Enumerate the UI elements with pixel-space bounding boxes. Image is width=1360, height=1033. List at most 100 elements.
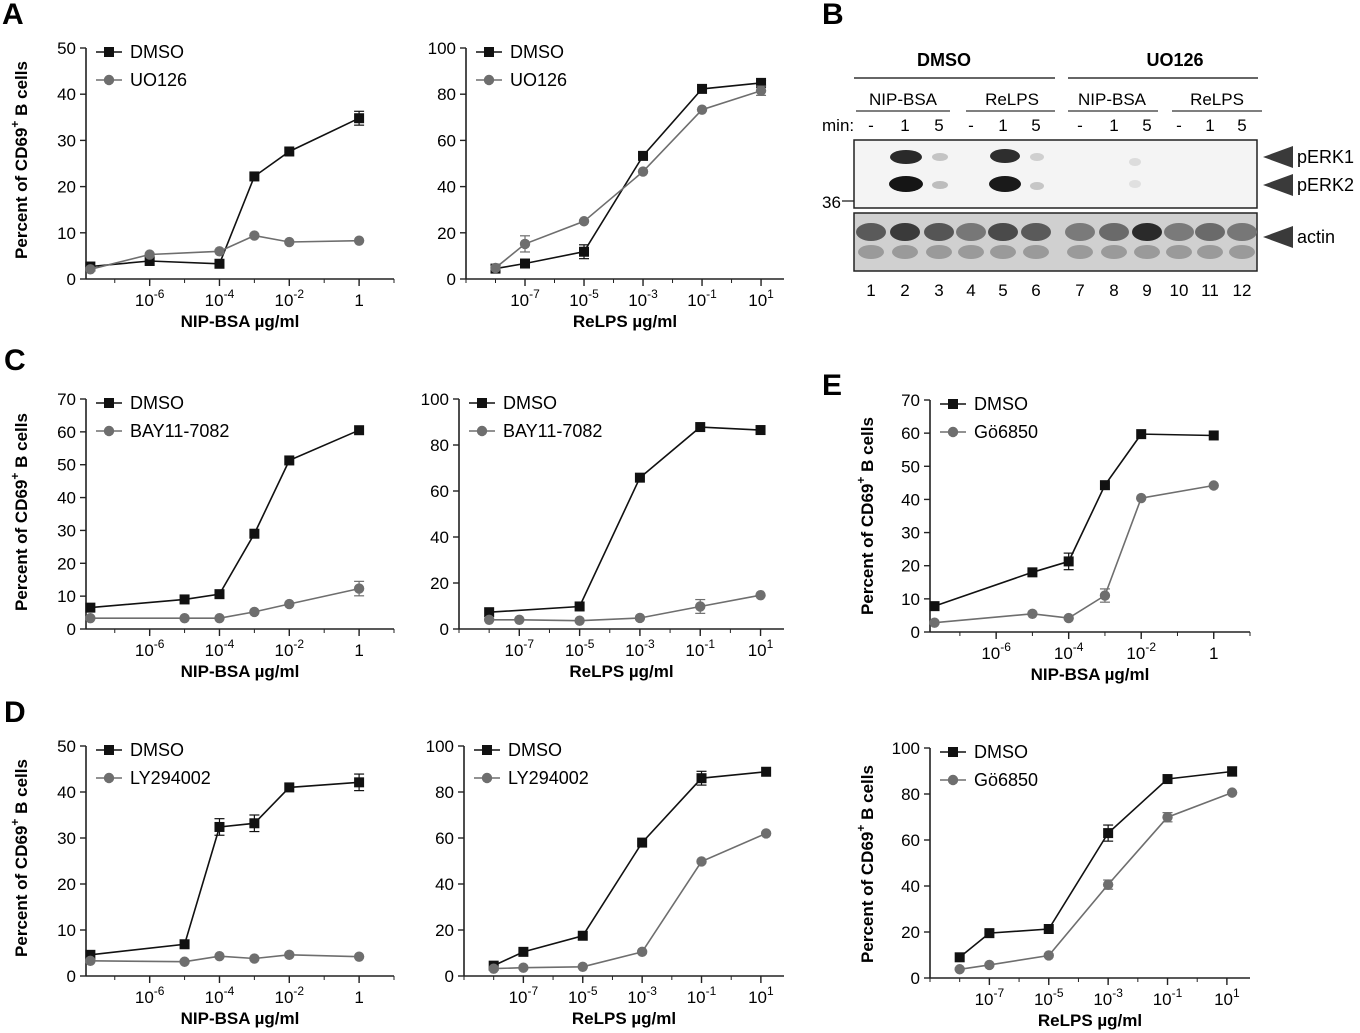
y-tick-label: 30 — [57, 521, 76, 540]
data-point — [284, 598, 295, 610]
chart-D-left: 0 10 20 30 40 50 10-6 10-4 10-2 1 NIP-BSA µg/ml Per… — [8, 737, 395, 1028]
series-line — [489, 426, 761, 613]
actin-bands — [856, 223, 1257, 259]
x-tick-label: 101 — [1214, 986, 1240, 1009]
y-tick-label: 20 — [437, 224, 456, 243]
blot-time-label: - — [868, 116, 874, 135]
data-point — [1162, 774, 1173, 785]
data-point — [755, 589, 766, 601]
data-point — [577, 930, 588, 941]
blot-min-label: min: — [822, 116, 854, 135]
legend-entry: UO126 — [96, 70, 187, 90]
blot-lane-number: 10 — [1170, 281, 1189, 300]
band-lane2-perk1 — [890, 150, 922, 164]
data-point — [1027, 608, 1038, 619]
x-tick-label: 10-3 — [625, 637, 655, 660]
data-point — [929, 601, 940, 612]
series-dmso — [929, 429, 1219, 612]
legend-marker — [484, 47, 494, 57]
data-point — [179, 612, 190, 624]
x-tick-label: 10-2 — [1126, 640, 1156, 663]
data-point — [214, 951, 225, 962]
legend-marker — [481, 772, 493, 784]
blot-lane-number: 5 — [998, 281, 1007, 300]
data-point — [697, 83, 708, 94]
x-tick-label: 1 — [354, 988, 363, 1007]
arrow-actin-icon — [1263, 226, 1293, 248]
band-lane6-perk1 — [1030, 153, 1044, 161]
y-tick-label: 100 — [426, 737, 454, 756]
blot-sub-relps-2: ReLPS — [1190, 90, 1244, 109]
data-point — [144, 255, 155, 266]
band-lane5-perk1 — [990, 149, 1020, 163]
series-inhibitor — [488, 828, 772, 974]
legend-marker — [104, 745, 114, 755]
legend-marker — [477, 398, 487, 408]
legend-marker — [104, 47, 114, 57]
blot-time-label: 1 — [1109, 116, 1118, 135]
y-tick-label: 20 — [57, 875, 76, 894]
data-point — [696, 104, 708, 115]
blot-membrane-actin — [853, 212, 1258, 272]
y-tick-label: 100 — [428, 39, 456, 58]
y-tick-label: 0 — [67, 270, 76, 289]
legend-label: Gö6850 — [974, 422, 1038, 442]
blot-lane-number: 6 — [1031, 281, 1040, 300]
panel-letter-d: D — [4, 696, 26, 729]
blot-time-label: - — [1077, 116, 1083, 135]
legend-label: DMSO — [974, 394, 1028, 414]
data-point — [1063, 612, 1074, 624]
series-line — [489, 594, 761, 622]
data-point — [518, 962, 529, 973]
data-point — [695, 422, 706, 433]
data-point — [484, 607, 495, 618]
data-point — [284, 782, 295, 793]
x-tick-label: 10-6 — [135, 287, 165, 310]
data-point — [1027, 567, 1038, 578]
blot-lane-number: 9 — [1142, 281, 1151, 300]
x-axis-label: NIP-BSA µg/ml — [181, 662, 300, 681]
legend-entry: BAY11-7082 — [96, 421, 229, 441]
x-axis-label: ReLPS µg/ml — [569, 662, 673, 681]
x-tick-label: 10-5 — [565, 637, 595, 660]
blot-sub-nipbsa-1: NIP-BSA — [869, 90, 938, 109]
data-point — [179, 594, 190, 605]
data-point — [696, 773, 707, 784]
y-tick-label: 40 — [57, 85, 76, 104]
data-point — [518, 946, 529, 957]
legend-label: LY294002 — [508, 768, 589, 788]
series-inhibitor — [929, 480, 1219, 628]
blot-sub-nipbsa-2: NIP-BSA — [1078, 90, 1147, 109]
series-line — [934, 433, 1214, 607]
data-point — [696, 856, 707, 867]
y-tick-label: 40 — [901, 490, 920, 509]
panel-letter-e: E — [822, 369, 842, 402]
data-point — [85, 264, 96, 275]
legend-label: DMSO — [510, 42, 564, 62]
blot-lane-number: 4 — [966, 281, 975, 300]
band-lane3-perk1 — [932, 153, 948, 161]
legend-label: UO126 — [510, 70, 567, 90]
series-inhibitor — [85, 230, 365, 275]
actin-band-lower — [1023, 245, 1049, 259]
arrow-perk1-icon — [1263, 146, 1293, 168]
data-point — [578, 216, 590, 227]
blot-time-label: 5 — [1237, 116, 1246, 135]
band-label-perk2: pERK2 — [1297, 175, 1354, 195]
actin-band-lower — [926, 245, 952, 259]
x-tick-label: 10-4 — [1054, 640, 1084, 663]
charts-layer: 0 10 20 30 40 50 10-6 10-4 10-2 1 NIP-BSA µg/ml Per… — [8, 39, 1251, 1030]
y-tick-label: 50 — [57, 39, 76, 58]
data-point — [249, 818, 260, 829]
x-axis-label: ReLPS µg/ml — [572, 1009, 676, 1028]
data-point — [1227, 766, 1238, 777]
data-point — [249, 171, 260, 182]
chart-D-mid: 0 20 40 60 80 100 10-7 10-5 10-3 10-1 101 ReLPS µg/… — [426, 737, 784, 1028]
series-line — [90, 587, 360, 620]
y-axis-label: Percent of CD69+ B cells — [8, 413, 31, 611]
x-axis-label: NIP-BSA µg/ml — [1031, 665, 1150, 684]
legend-entry: Gö6850 — [940, 770, 1038, 790]
x-tick-label: 1 — [1209, 644, 1218, 663]
y-tick-label: 30 — [57, 829, 76, 848]
legend-marker — [947, 426, 959, 438]
